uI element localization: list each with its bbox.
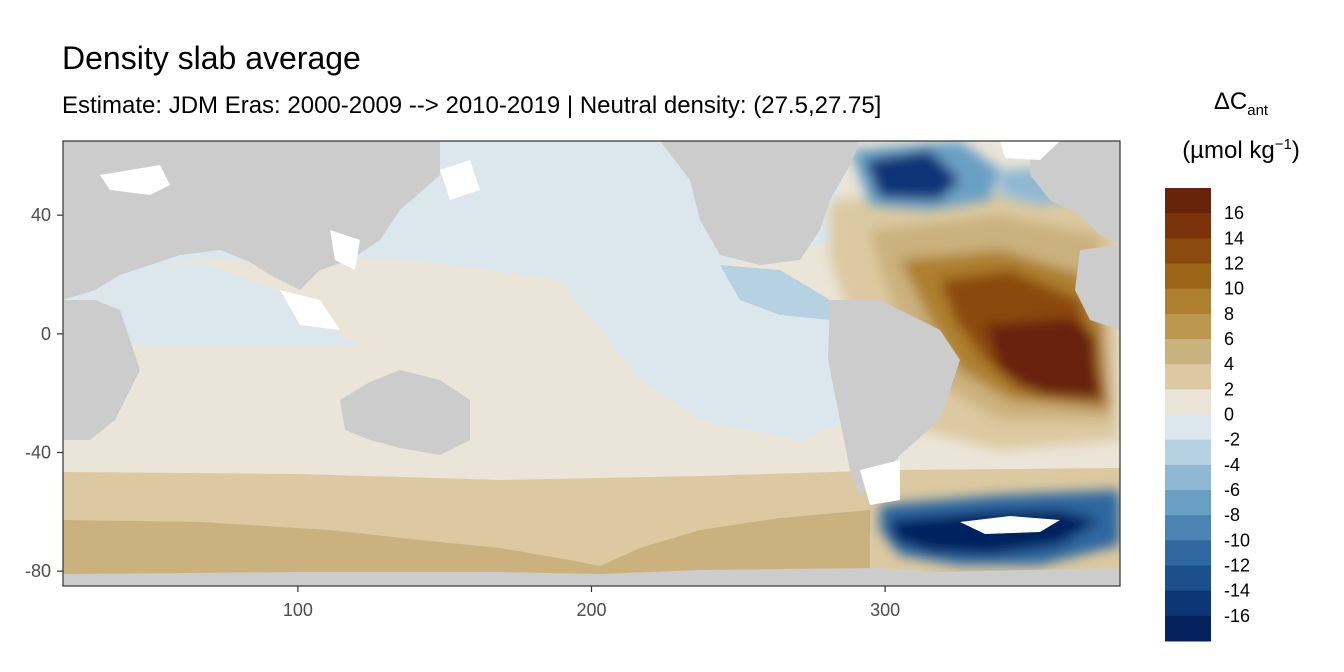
- legend-swatch: [1165, 565, 1211, 592]
- legend-label: 12: [1224, 254, 1244, 274]
- chart-subtitle: Estimate: JDM Eras: 2000-2009 --> 2010-2…: [62, 92, 882, 119]
- legend-label: 0: [1224, 405, 1234, 425]
- legend-unit: (µmol kg−1): [1182, 136, 1300, 164]
- legend-label: -16: [1224, 606, 1250, 626]
- x-tick-label: 100: [283, 600, 313, 620]
- legend-swatch: [1165, 414, 1211, 441]
- legend-label: -12: [1224, 556, 1250, 576]
- legend-swatch: [1165, 439, 1211, 466]
- legend-label: -6: [1224, 480, 1240, 500]
- legend-swatch: [1165, 263, 1211, 290]
- legend-title: ΔCant: [1213, 88, 1269, 119]
- legend-swatch: [1165, 213, 1211, 239]
- legend-label: -14: [1224, 581, 1250, 601]
- map-panel: [63, 141, 1120, 586]
- legend-label: 2: [1224, 379, 1234, 399]
- x-tick-label: 200: [576, 600, 606, 620]
- legend-swatch: [1165, 490, 1211, 516]
- legend-label: -2: [1224, 430, 1240, 450]
- legend-swatch: [1165, 389, 1211, 415]
- land-antarctica: [63, 568, 1120, 586]
- legend-label: 6: [1224, 329, 1234, 349]
- legend-swatch: [1165, 515, 1211, 541]
- y-tick-label: 40: [31, 205, 51, 225]
- legend-label: 8: [1224, 304, 1234, 324]
- chart-title: Density slab average: [62, 40, 361, 76]
- legend-label: 16: [1224, 203, 1244, 223]
- y-tick-label: -80: [25, 561, 51, 581]
- legend-swatch: [1165, 339, 1211, 365]
- legend-swatch: [1165, 590, 1211, 617]
- legend-swatch: [1165, 188, 1211, 214]
- legend-label: -10: [1224, 530, 1250, 550]
- legend-label: 14: [1224, 228, 1244, 248]
- missing-data: [100, 141, 1060, 505]
- y-tick-label: -40: [25, 443, 51, 463]
- legend-label: 10: [1224, 279, 1244, 299]
- land-australia: [340, 370, 470, 455]
- legend-swatch: [1165, 464, 1211, 491]
- legend-label: -8: [1224, 505, 1240, 525]
- y-tick-label: 0: [41, 324, 51, 344]
- region-southern-ocean-south: [63, 510, 870, 586]
- legend-swatch: [1165, 238, 1211, 264]
- legend-colorbar: 16 14 12 10 8 6 4 2 0 -2 -4 -6 -8 -10 -12 -14 -16: [1165, 188, 1250, 642]
- land-west-africa: [1075, 245, 1120, 330]
- land-north-america: [660, 141, 860, 265]
- legend-swatch: [1165, 540, 1211, 566]
- land-south-america: [828, 300, 960, 495]
- region-indian-ocean: [63, 262, 360, 345]
- legend-swatch: [1165, 313, 1211, 340]
- legend-swatch: [1165, 615, 1211, 642]
- region-east-pacific-light: [720, 265, 830, 320]
- legend-swatch: [1165, 288, 1211, 315]
- legend-label: -4: [1224, 455, 1240, 475]
- x-tick-label: 300: [870, 600, 900, 620]
- missing-weddell: [960, 516, 1060, 534]
- land-europe: [1030, 141, 1120, 245]
- land-africa: [63, 300, 140, 440]
- legend-label: 4: [1224, 354, 1234, 374]
- legend-swatch: [1165, 364, 1211, 390]
